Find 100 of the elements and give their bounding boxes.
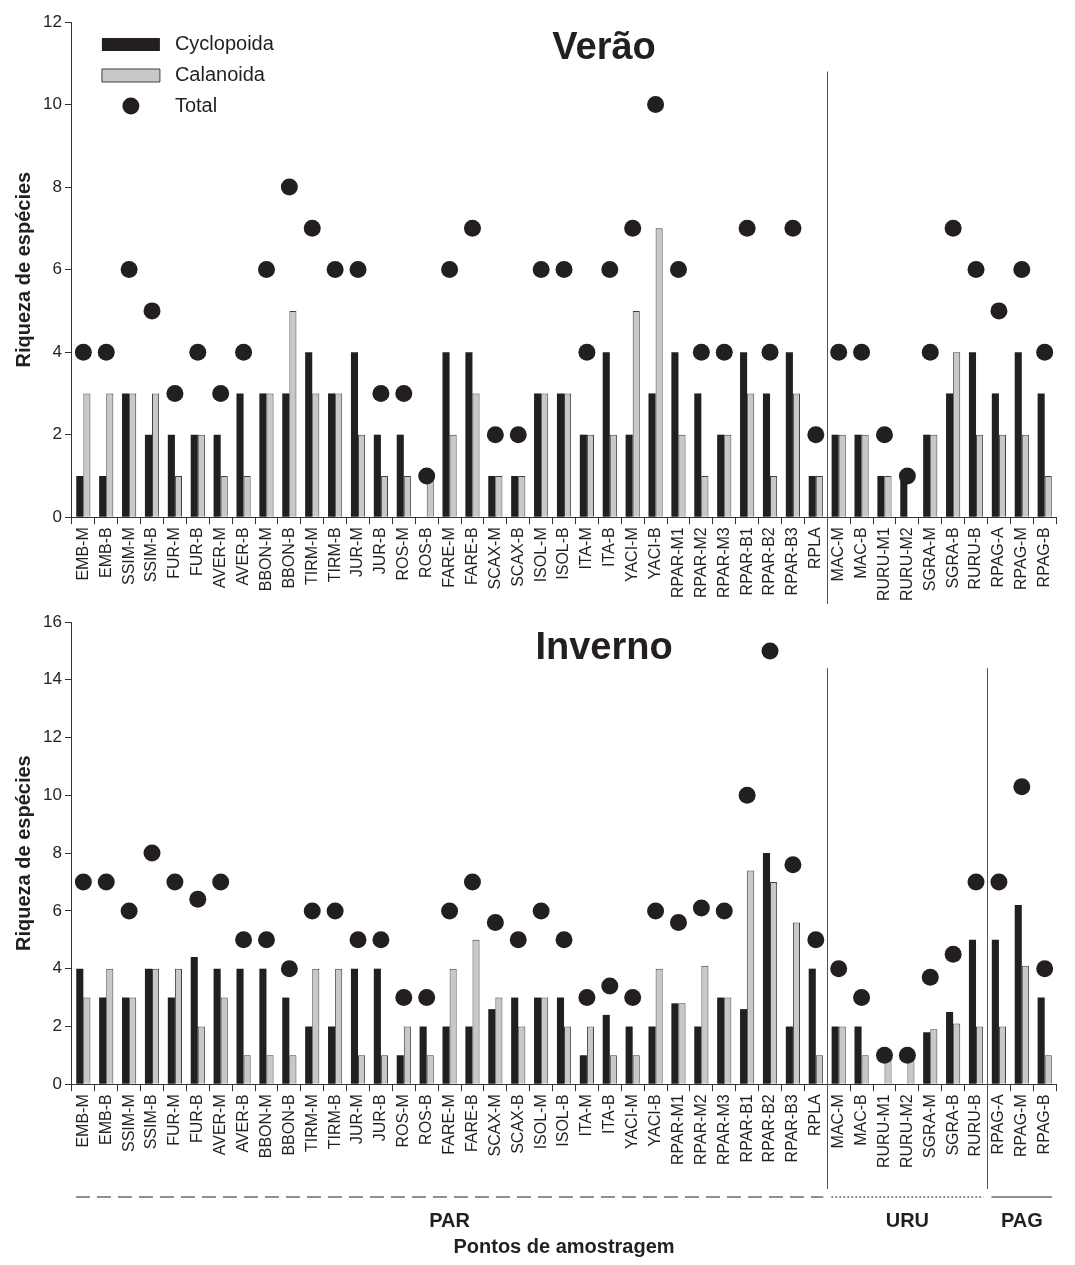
point (967, 873, 985, 891)
bar (968, 352, 977, 517)
y-tick-label: 0 (52, 1073, 62, 1093)
y-axis-title: Riqueza de espécies (11, 171, 34, 368)
point (647, 96, 665, 114)
x-tick-label: SCAX-B (508, 527, 526, 587)
point (830, 343, 848, 361)
x-tick-label: RPAR-B3 (783, 1094, 801, 1163)
point (418, 989, 436, 1007)
x-tick-label: FARE-M (439, 527, 457, 588)
point (875, 1046, 893, 1064)
point (280, 960, 298, 978)
bar (76, 475, 84, 517)
point (944, 945, 962, 963)
x-tick-label: SGRA-B (943, 1094, 961, 1156)
bar (923, 1032, 931, 1084)
point (74, 343, 92, 361)
point (235, 343, 253, 361)
y-tick-label: 16 (42, 611, 62, 631)
bar (236, 968, 244, 1084)
bar (556, 393, 565, 517)
x-tick-label: RPAG-A (989, 526, 1007, 588)
bar (877, 475, 885, 517)
x-tick-label: EMB-B (96, 1094, 114, 1145)
point (349, 931, 367, 949)
point (898, 1046, 916, 1064)
legend-label: Calanoida (174, 62, 266, 85)
point (463, 219, 481, 237)
x-tick-label: ROS-B (417, 527, 435, 578)
bar (190, 957, 198, 1084)
point (807, 931, 825, 949)
bar (236, 393, 244, 517)
x-tick-label: SSIM-M (119, 527, 137, 586)
bar (831, 1026, 839, 1084)
x-tick-label: ISOL-B (554, 527, 572, 580)
bar (740, 352, 748, 517)
text: PAG (1000, 1208, 1043, 1231)
bar (373, 968, 381, 1084)
bar (488, 475, 496, 517)
x-tick-label: RURU-B (966, 527, 984, 590)
x-tick-label: YACI-M (623, 527, 641, 583)
point (189, 343, 207, 361)
point (761, 343, 779, 361)
point (715, 343, 733, 361)
point (555, 931, 573, 949)
x-tick-label: RPLA (806, 1093, 824, 1137)
bar (671, 1003, 679, 1084)
point (967, 261, 985, 279)
bar (144, 434, 153, 517)
point (120, 261, 138, 279)
bar (190, 434, 198, 517)
x-tick-label: ISOL-M (531, 527, 549, 583)
point (990, 873, 1008, 891)
x-tick-label: ISOL-M (531, 1094, 549, 1150)
x-tick-label: YACI-B (645, 527, 663, 580)
bar (99, 997, 107, 1084)
x-tick-label: BBON-M (256, 1094, 274, 1159)
y-tick-label: 6 (52, 259, 62, 279)
point (166, 873, 184, 891)
x-tick-label: RPAG-M (1012, 1094, 1030, 1158)
x-tick-label: MAC-M (829, 527, 847, 582)
x-tick-label: ITA-M (577, 527, 595, 570)
x-tick-label: YACI-M (623, 1094, 641, 1150)
x-tick-label: AVER-M (211, 527, 229, 589)
bar (328, 393, 336, 517)
x-tick-label: RPAG-A (989, 1093, 1007, 1155)
x-tick-label: EMB-B (96, 527, 114, 578)
point (486, 913, 504, 931)
x-tick-label: SSIM-B (142, 1094, 160, 1150)
x-tick-label: RURU-M2 (897, 1094, 915, 1169)
x-tick-label: SCAX-B (508, 1094, 526, 1154)
x-tick-label: RPAR-M2 (691, 527, 709, 599)
x-tick-label: RURU-M1 (874, 527, 892, 602)
bar (259, 968, 267, 1084)
bar (396, 1055, 404, 1084)
bar (648, 393, 656, 517)
bar (213, 434, 221, 517)
y-tick-label: 10 (42, 94, 62, 114)
bar (946, 393, 954, 517)
bar (1014, 905, 1022, 1084)
bar (625, 434, 633, 517)
bar (785, 352, 793, 517)
bar (511, 997, 519, 1084)
bar (946, 1012, 954, 1084)
point (944, 219, 962, 237)
bar (602, 352, 610, 517)
x-tick-label: AVER-B (233, 527, 251, 586)
point (830, 960, 848, 978)
x-tick-label: BBON-B (279, 1094, 297, 1156)
bar (648, 1026, 656, 1084)
point (120, 902, 138, 920)
bar (762, 393, 771, 517)
x-tick-label: MAC-B (851, 527, 869, 579)
x-tick-label: JUR-B (371, 527, 389, 575)
bar (465, 1026, 473, 1084)
x-tick-label: BBON-B (279, 527, 297, 589)
x-tick-label: RPAR-B2 (760, 527, 778, 596)
x-tick-label: SSIM-M (119, 1094, 137, 1153)
x-tick-label: RPAR-B2 (760, 1094, 778, 1163)
point (212, 384, 230, 402)
